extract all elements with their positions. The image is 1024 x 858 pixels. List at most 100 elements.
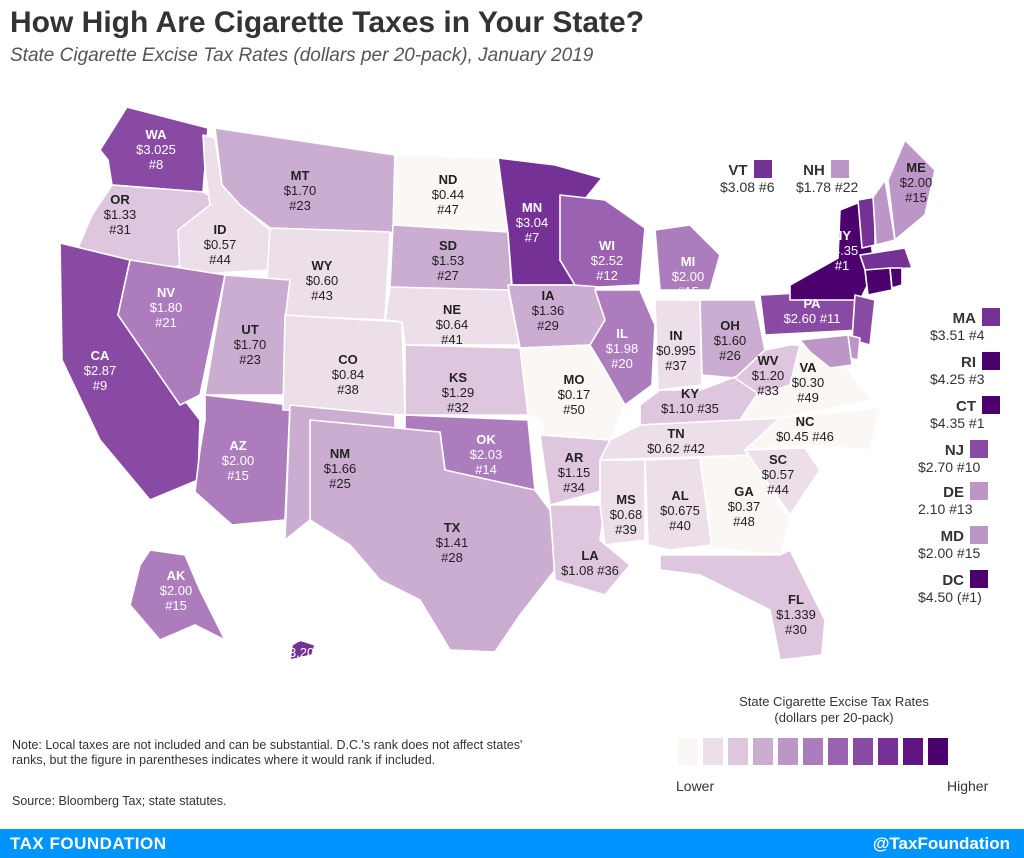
state-label-co: CO $0.84 #38 (308, 352, 388, 397)
state-abbr-co: CO (338, 352, 358, 367)
state-rate-al: $0.675 (660, 503, 700, 518)
state-abbr-nd: ND (438, 172, 458, 187)
state-abbr-me: ME (906, 160, 926, 175)
state-abbr-il: IL (616, 326, 628, 341)
state-abbr-wv: WV (757, 353, 779, 368)
state-rate-ak: $2.00 (159, 583, 193, 598)
legend-low-label: Lower (676, 778, 715, 794)
callout-dc: DC $4.50 (#1) (918, 570, 988, 606)
state-rate-ky: $1.10 #35 (661, 401, 719, 416)
state-abbr-wi: WI (599, 238, 615, 253)
state-rank-fl: #30 (785, 622, 807, 637)
state-shape-fl (659, 549, 826, 661)
state-rate-me: $2.00 (899, 175, 933, 190)
state-rate-mo: $0.17 (557, 387, 591, 402)
state-rate-in: $0.995 (656, 343, 696, 358)
callout-abbr-ma: MA (952, 310, 976, 327)
state-shape-hi (289, 639, 316, 661)
state-rate-nv: $1.80 (149, 300, 183, 315)
state-abbr-sc: SC (768, 452, 788, 467)
state-shape-ri (889, 267, 903, 289)
state-rank-tx: #28 (441, 550, 463, 565)
state-rank-va: #49 (797, 390, 819, 405)
state-label-fl: FL $1.339 #30 (756, 592, 836, 637)
state-rank-mt: #23 (289, 198, 311, 213)
state-rank-al: #40 (669, 518, 691, 533)
state-label-ca: CA $2.87 #9 (60, 348, 140, 393)
state-shape-ak (129, 549, 226, 641)
state-rank-il: #20 (611, 356, 633, 371)
state-abbr-ne: NE (442, 302, 462, 317)
state-label-nd: ND $0.44 #47 (408, 172, 488, 217)
state-shape-ct (864, 267, 893, 296)
legend-title-line2: (dollars per 20-pack) (774, 710, 894, 725)
callout-swatch-nj (970, 440, 988, 458)
state-rate-az: $2.00 (221, 453, 255, 468)
state-label-mt: MT $1.70 #23 (260, 168, 340, 213)
callout-abbr-ct: CT (956, 398, 976, 415)
state-rate-ca: $2.87 (83, 363, 117, 378)
state-abbr-nv: NV (156, 285, 176, 300)
state-label-ks: KS $1.29 #32 (418, 370, 498, 415)
legend-swatch-9 (878, 738, 898, 765)
state-shape-mi (654, 224, 721, 291)
state-rank-hi: #5 (290, 660, 306, 675)
callout-value-nh: $1.78 #22 (796, 179, 859, 195)
callout-value-md: $2.00 #15 (918, 545, 981, 561)
callout-swatch-dc (970, 570, 988, 588)
state-rate-mt: $1.70 (283, 183, 317, 198)
legend-color-scale (678, 738, 953, 770)
state-shape-nc (744, 407, 881, 451)
state-shape-in (654, 299, 703, 391)
state-shape-me (887, 139, 936, 241)
state-rank-nd: #47 (437, 202, 459, 217)
callout-abbr-dc: DC (942, 572, 964, 589)
state-rank-ga: #48 (733, 514, 755, 529)
state-rate-ia: $1.36 (531, 303, 565, 318)
callout-abbr-md: MD (940, 528, 964, 545)
legend-swatch-6 (803, 738, 823, 765)
state-rate-nm: $1.66 (323, 461, 357, 476)
state-abbr-sd: SD (438, 238, 458, 253)
state-label-ne: NE $0.64 #41 (412, 302, 492, 347)
state-rate-sd: $1.53 (431, 253, 465, 268)
state-label-ky: KY $1.10 #35 (650, 386, 730, 416)
state-shape-ms (599, 459, 646, 546)
legend-swatch-11 (928, 738, 948, 765)
callout-abbr-nh: NH (803, 162, 825, 179)
callout-nh: NH $1.78 #22 (796, 160, 858, 196)
callout-swatch-vt (753, 160, 772, 178)
state-rate-la: $1.08 #36 (561, 563, 619, 578)
callout-de: DE 2.10 #13 (918, 482, 988, 518)
state-label-oh: OH $1.60 #26 (690, 318, 770, 363)
state-shape-al (644, 457, 713, 551)
state-abbr-wa: WA (145, 127, 167, 142)
state-abbr-nm: NM (329, 446, 351, 461)
state-rank-id: #44 (209, 252, 231, 267)
legend-swatch-4 (753, 738, 773, 765)
state-abbr-oh: OH (720, 318, 740, 333)
state-rank-wi: #12 (596, 268, 618, 283)
callout-swatch-ma (982, 308, 1000, 326)
state-shape-ar (539, 434, 611, 506)
callout-abbr-nj: NJ (944, 442, 964, 459)
state-rate-va: $0.30 (791, 375, 825, 390)
state-rate-hi: $3.20 (281, 645, 315, 660)
callout-md: MD $2.00 #15 (918, 526, 988, 562)
state-abbr-mt: MT (290, 168, 310, 183)
state-rate-co: $0.84 (331, 367, 365, 382)
state-rank-ne: #41 (441, 332, 463, 347)
state-rank-oh: #26 (719, 348, 741, 363)
state-abbr-ak: AK (166, 568, 186, 583)
callout-ma: MA $3.51 #4 (930, 308, 1000, 344)
state-rank-mn: #7 (524, 230, 540, 245)
callout-swatch-md (970, 526, 988, 544)
state-rate-wy: $0.60 (305, 273, 339, 288)
legend-swatch-10 (903, 738, 923, 765)
state-label-al: AL $0.675 #40 (640, 488, 720, 533)
footer-handle: @TaxFoundation (872, 834, 1010, 853)
state-abbr-ms: MS (616, 492, 636, 507)
state-rate-wv: $1.20 (751, 368, 785, 383)
state-label-pa: PA $2.60 #11 (772, 296, 852, 326)
